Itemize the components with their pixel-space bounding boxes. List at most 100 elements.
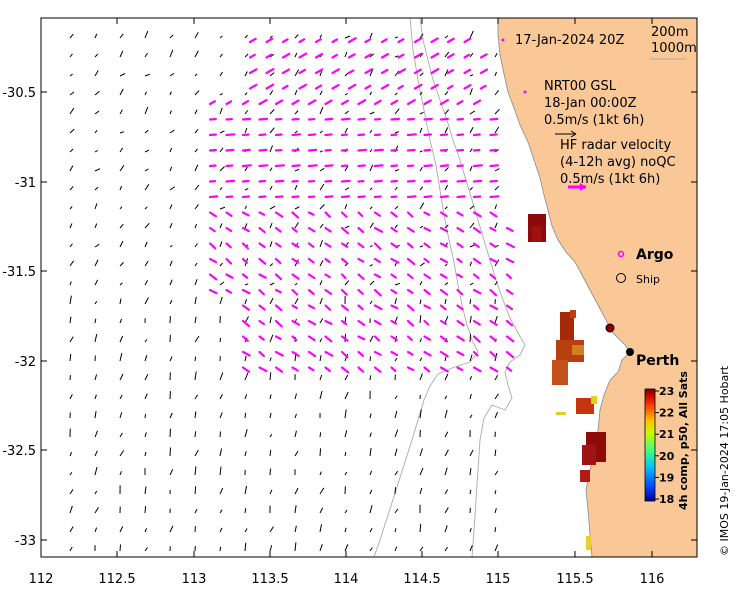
model-arrow — [94, 466, 98, 476]
model-arrow — [69, 73, 73, 77]
hf-radar-arrow — [456, 304, 464, 311]
model-arrow — [444, 489, 449, 495]
model-arrow — [494, 168, 500, 172]
hf-radar-arrow — [347, 53, 356, 59]
model-arrow — [394, 186, 398, 191]
model-arrow — [494, 374, 499, 381]
model-arrow — [444, 316, 449, 324]
model-arrow — [369, 111, 375, 115]
model-arrow — [94, 318, 97, 324]
hf-radar-arrow — [423, 242, 431, 249]
model-arrow — [69, 353, 72, 362]
model-arrow — [94, 150, 99, 153]
hf-radar-arrow — [340, 273, 347, 280]
model-arrow — [444, 449, 449, 457]
model-arrow — [394, 55, 399, 58]
hf-radar-arrow — [258, 164, 269, 168]
hf-radar-arrow — [258, 304, 266, 311]
model-arrow — [319, 240, 323, 248]
hf-radar-arrow — [505, 304, 513, 311]
model-arrow — [419, 467, 424, 476]
model-arrow — [94, 430, 99, 438]
hf-radar-arrow — [390, 304, 399, 310]
hf-radar-arrow — [413, 83, 423, 90]
hf-radar-arrow — [439, 226, 449, 233]
model-arrow — [144, 339, 148, 343]
hf-radar-arrow — [274, 350, 284, 357]
hf-radar-arrow — [373, 226, 384, 233]
hf-radar-arrow — [505, 257, 515, 264]
colorbar-tick-label: 21 — [659, 428, 674, 441]
hf-radar-arrow — [397, 68, 407, 75]
model-arrow — [244, 53, 249, 58]
hf-radar-arrow — [225, 257, 233, 265]
hf-radar-arrow — [406, 288, 414, 294]
model-arrow — [169, 129, 175, 134]
hf-radar-arrow — [406, 133, 418, 137]
model-arrow — [219, 130, 225, 134]
hf-radar-arrow — [430, 52, 440, 59]
model-arrow — [444, 109, 450, 115]
model-arrow — [419, 357, 423, 362]
hf-radar-arrow — [423, 211, 431, 216]
model-arrow — [494, 316, 498, 324]
model-arrow — [119, 373, 124, 381]
hf-radar-arrow — [324, 133, 333, 137]
model-arrow — [169, 469, 174, 476]
model-arrow — [319, 183, 325, 191]
model-arrow — [319, 260, 324, 267]
model-arrow — [344, 374, 349, 381]
hf-radar-arrow — [347, 83, 357, 90]
hf-radar-arrow — [225, 211, 233, 217]
hf-radar-arrow — [241, 273, 249, 279]
model-arrow — [119, 50, 124, 58]
model-arrow — [69, 107, 75, 115]
model-arrow — [194, 90, 200, 96]
hf-radar-arrow — [489, 273, 497, 280]
hf-radar-arrow — [456, 257, 463, 264]
hf-radar-arrow — [314, 68, 324, 75]
colorbar-tick-label: 20 — [659, 450, 675, 463]
model-arrow — [144, 506, 147, 514]
model-arrow — [94, 70, 99, 77]
model-arrow — [244, 188, 249, 191]
model-arrow — [469, 393, 472, 400]
hf-radar-arrow — [274, 226, 282, 233]
hf-radar-arrow — [258, 350, 265, 358]
model-arrow — [144, 222, 150, 229]
model-arrow — [144, 241, 148, 248]
hf-radar-arrow — [489, 319, 498, 326]
model-arrow — [169, 525, 174, 533]
hf-radar-arrow — [373, 242, 382, 251]
hf-radar-arrow — [265, 67, 275, 75]
model-arrow — [219, 223, 223, 229]
model-arrow — [469, 222, 475, 229]
model-arrow — [444, 282, 449, 286]
model-arrow — [244, 127, 248, 134]
hf-radar-arrow — [314, 84, 323, 90]
hf-radar-arrow — [479, 68, 489, 75]
hf-radar-arrow — [357, 319, 366, 327]
hf-radar-arrow — [258, 288, 265, 296]
hf-radar-arrow — [423, 179, 432, 183]
model-arrow — [69, 206, 73, 210]
hf-radar-arrow — [390, 117, 401, 121]
model-arrow — [394, 410, 398, 419]
model-arrow — [419, 52, 424, 58]
hf-radar-arrow — [208, 257, 218, 264]
model-arrow — [394, 395, 398, 400]
model-scale: 0.5m/s (1kt 6h) — [544, 113, 644, 128]
hf-radar-arrow — [208, 273, 218, 281]
hf-radar-arrow — [307, 164, 318, 168]
hf-radar-arrow — [281, 38, 289, 44]
hf-radar-arrow — [406, 366, 415, 372]
hf-radar-arrow — [406, 319, 415, 327]
model-arrow — [144, 297, 149, 305]
model-arrow — [269, 394, 272, 400]
hf-radar-arrow — [472, 319, 481, 326]
model-arrow — [369, 280, 375, 286]
hf-radar-arrow — [373, 304, 383, 311]
model-arrow — [469, 205, 475, 210]
model-arrow — [94, 490, 98, 495]
model-arrow — [269, 72, 275, 77]
